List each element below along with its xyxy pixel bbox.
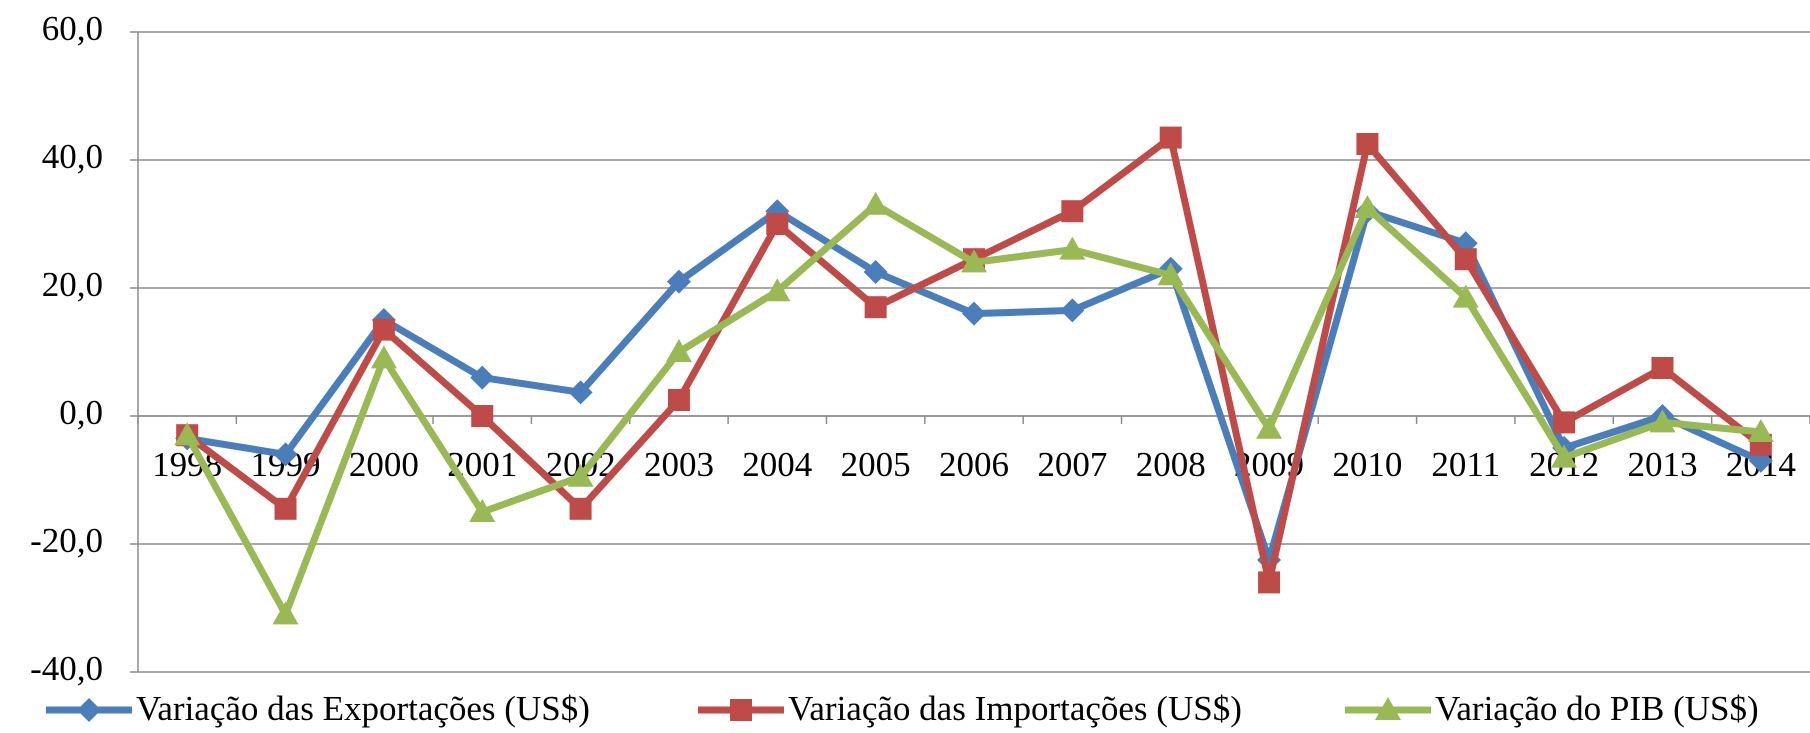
- marker: [1061, 200, 1084, 223]
- marker: [665, 339, 692, 362]
- marker: [1258, 571, 1281, 594]
- x-tick-label: 2010: [1332, 445, 1402, 484]
- marker: [862, 191, 889, 215]
- marker: [1354, 195, 1381, 218]
- marker: [569, 497, 592, 520]
- marker: [372, 318, 395, 341]
- marker: [370, 345, 397, 369]
- marker: [1553, 411, 1576, 434]
- marker: [1375, 697, 1401, 720]
- marker: [272, 601, 299, 625]
- legend-label: Variação das Importações (US$): [788, 689, 1242, 728]
- y-tick-label: -20,0: [30, 521, 103, 560]
- y-tick-label: 0,0: [59, 393, 103, 432]
- legend-label: Variação das Exportações (US$): [136, 689, 590, 728]
- marker: [1551, 444, 1578, 468]
- marker: [1159, 126, 1182, 149]
- y-tick-label: -40,0: [30, 649, 103, 688]
- marker: [766, 213, 789, 235]
- x-tick-label: 2004: [742, 445, 812, 484]
- marker: [174, 422, 201, 446]
- marker: [77, 698, 101, 722]
- marker: [1747, 419, 1774, 442]
- marker: [1452, 284, 1479, 308]
- x-tick-label: 2013: [1627, 445, 1697, 484]
- marker: [1059, 236, 1086, 260]
- y-tick-label: 60,0: [42, 9, 103, 48]
- x-tick-label: 2007: [1037, 445, 1107, 484]
- y-tick-label: 20,0: [42, 265, 103, 304]
- marker: [273, 442, 298, 467]
- marker: [961, 249, 987, 273]
- marker: [567, 463, 594, 487]
- x-tick-label: 2008: [1136, 445, 1206, 484]
- marker: [962, 301, 986, 326]
- marker: [1356, 133, 1379, 155]
- marker: [863, 260, 888, 284]
- x-tick-label: 2005: [841, 445, 911, 484]
- marker: [666, 269, 691, 294]
- marker: [1060, 298, 1085, 323]
- marker: [1157, 262, 1184, 286]
- marker: [730, 699, 752, 721]
- marker: [274, 497, 297, 520]
- legend-label: Variação do PIB (US$): [1435, 689, 1759, 728]
- marker: [568, 380, 593, 405]
- marker: [764, 278, 791, 302]
- marker: [469, 499, 496, 522]
- series-line: [185, 134, 1763, 586]
- x-tick-label: 2006: [939, 445, 1009, 484]
- marker: [470, 365, 495, 390]
- marker: [1651, 357, 1674, 379]
- marker: [667, 389, 690, 411]
- x-tick-label: 2003: [644, 445, 714, 484]
- y-tick-label: 40,0: [42, 137, 103, 176]
- marker: [1256, 415, 1283, 439]
- x-tick-label: 2011: [1431, 445, 1500, 484]
- x-tick-label: 2000: [349, 445, 419, 484]
- marker: [864, 296, 887, 319]
- marker: [1454, 248, 1477, 271]
- marker: [1649, 409, 1676, 433]
- marker: [471, 405, 494, 427]
